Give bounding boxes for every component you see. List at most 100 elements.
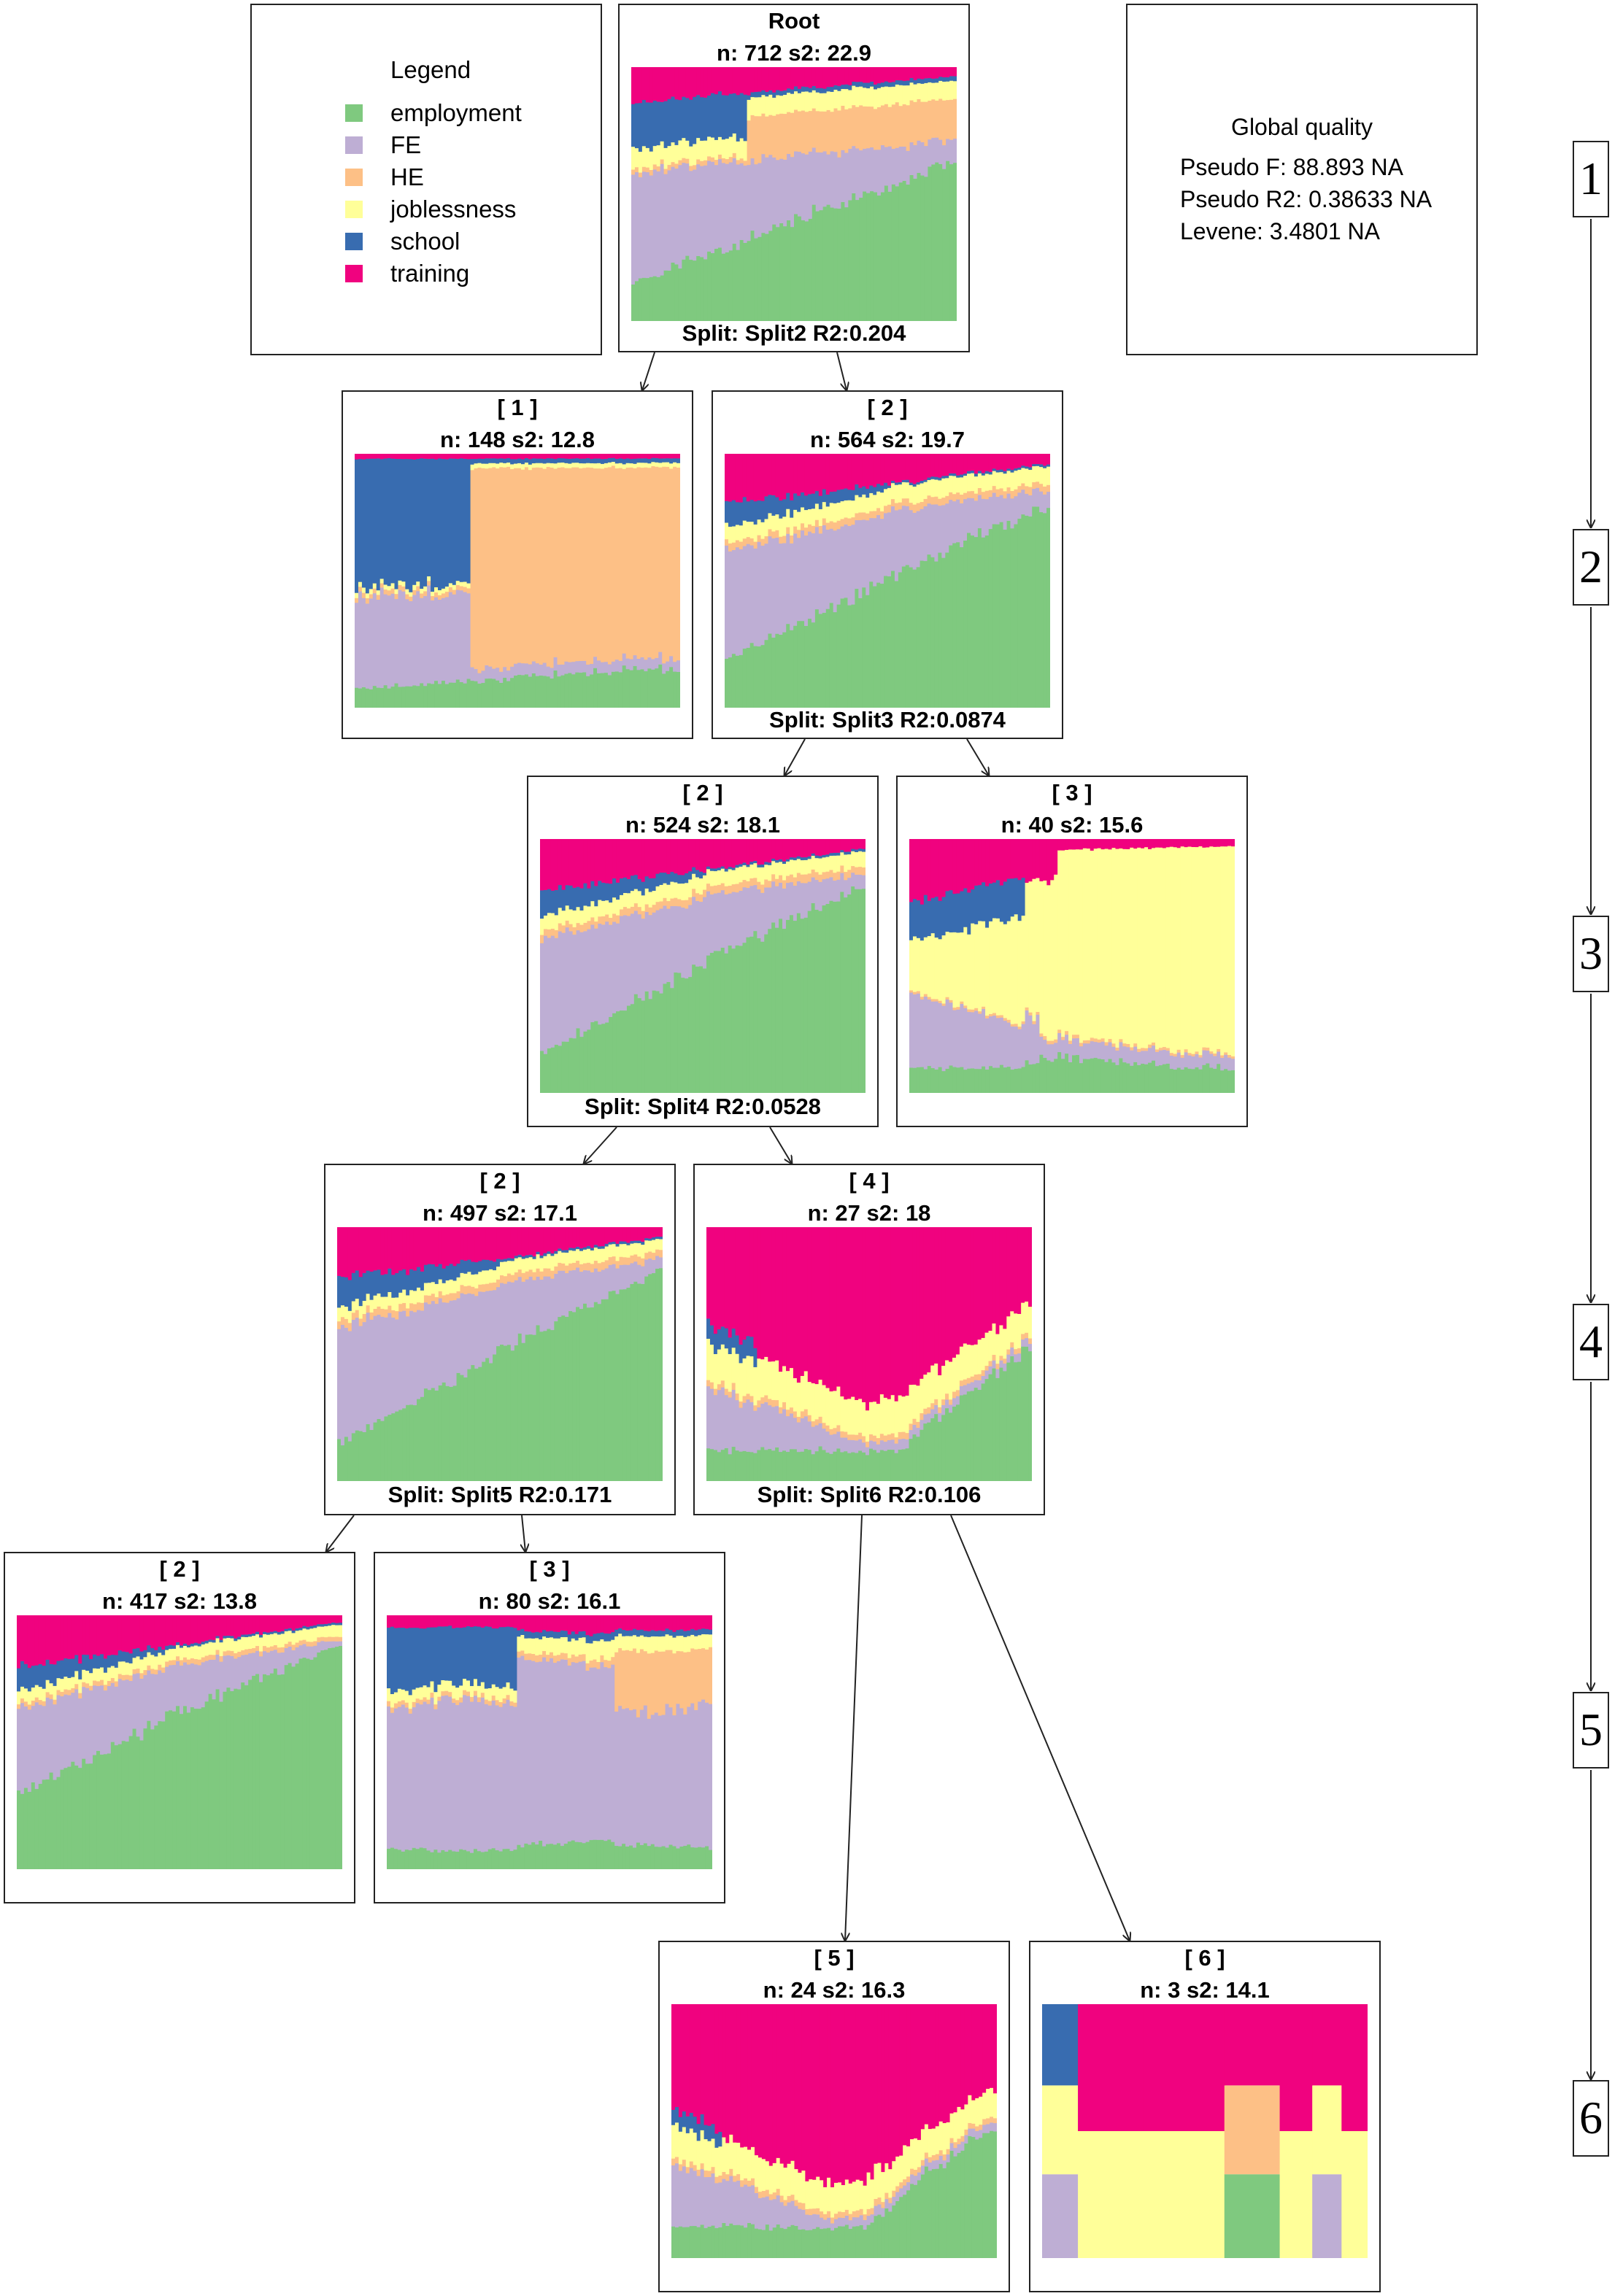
plot-segment-joblessness <box>814 857 820 873</box>
plot-segment-FE <box>801 530 805 622</box>
plot-segment-joblessness <box>128 1663 134 1676</box>
plot-segment-employment <box>789 1449 794 1481</box>
plot-segment-FE <box>502 1703 507 1849</box>
plot-segment-HE <box>590 1264 595 1272</box>
plot-segment-school <box>663 101 668 148</box>
plot-segment-training <box>866 1227 870 1411</box>
plot-segment-FE <box>552 1662 558 1845</box>
plot-segment-FE <box>38 1704 43 1785</box>
plot-segment-HE <box>930 1402 935 1410</box>
plot-segment-training <box>502 1615 507 1628</box>
plot-segment-joblessness <box>890 1394 895 1434</box>
plot-segment-school <box>525 1255 530 1259</box>
plot-segment-school <box>67 1658 72 1678</box>
plot-segment-FE <box>711 2173 716 2226</box>
plot-segment-training <box>760 1227 765 1360</box>
plot-segment-employment <box>273 1668 278 1869</box>
plot-segment-school <box>639 1629 644 1636</box>
plot-segment-FE <box>669 656 674 668</box>
plot-segment-training <box>601 1227 606 1247</box>
plot-segment-school <box>408 1627 413 1696</box>
plot-segment-employment <box>409 1404 414 1481</box>
plot-segment-employment <box>147 1720 151 1869</box>
plot-segment-FE <box>1220 1057 1225 1071</box>
plot-segment-school <box>678 2117 683 2132</box>
plot-segment-joblessness <box>912 936 917 992</box>
tree-node-4[interactable]: [ 4 ] n: 27 s2: 18 Split: Split6 R2:0.10… <box>693 1164 1045 1515</box>
plot-segment-training <box>572 839 577 888</box>
plot-segment-training <box>335 1615 339 1623</box>
plot-segment-school <box>269 1631 274 1634</box>
plot-segment-FE <box>590 663 594 675</box>
plot-segment-school <box>615 1243 620 1247</box>
plot-segment-FE <box>661 1715 666 1847</box>
plot-segment-training <box>398 1227 403 1271</box>
plot-segment-school <box>320 1623 325 1627</box>
plot-segment-FE <box>901 1438 906 1450</box>
plot-segment-HE <box>1068 1040 1073 1044</box>
plot-segment-FE <box>826 154 831 205</box>
plot-segment-HE <box>600 1655 604 1663</box>
plot-segment-FE <box>481 670 485 684</box>
plot-segment-training <box>212 1615 217 1640</box>
plot-segment-training <box>721 67 726 96</box>
plot-segment-employment <box>1014 1068 1019 1093</box>
plot-segment-joblessness <box>437 590 442 595</box>
plot-segment-HE <box>672 1653 677 1716</box>
plot-segment-FE <box>1169 1055 1174 1069</box>
plot-segment-employment <box>898 1449 903 1481</box>
plot-segment-joblessness <box>785 861 790 876</box>
tree-node-2-level4[interactable]: [ 2 ] n: 497 s2: 17.1 Split: Split5 R2:0… <box>324 1164 676 1515</box>
plot-segment-joblessness <box>355 592 359 598</box>
plot-segment-joblessness <box>953 81 957 99</box>
plot-segment-employment <box>703 259 708 321</box>
plot-segment-HE <box>618 468 623 661</box>
plot-segment-training <box>717 839 722 868</box>
plot-segment-FE <box>517 1276 523 1334</box>
plot-segment-training <box>560 454 566 459</box>
tree-node-3-level5[interactable]: [ 3 ] n: 80 s2: 16.1 <box>374 1552 725 1903</box>
plot-segment-joblessness <box>575 462 579 468</box>
plot-segment-employment <box>266 1674 271 1869</box>
tree-node-2-level5[interactable]: [ 2 ] n: 417 s2: 13.8 <box>4 1552 355 1903</box>
plot-segment-joblessness <box>339 1625 342 1637</box>
plot-segment-training <box>804 67 809 88</box>
plot-segment-employment <box>800 918 805 1093</box>
plot-segment-training <box>775 454 779 498</box>
plot-segment-FE <box>995 496 1001 525</box>
plot-segment-employment <box>1039 1054 1044 1093</box>
tree-node-root[interactable]: Root n: 712 s2: 22.9 Split: Split2 R2:0.… <box>618 4 970 352</box>
tree-node-5[interactable]: [ 5 ] n: 24 s2: 16.3 <box>658 1941 1010 2292</box>
plot-segment-HE <box>1014 1023 1019 1027</box>
tree-node-2-level3[interactable]: [ 2 ] n: 524 s2: 18.1 Split: Split4 R2:0… <box>527 776 879 1127</box>
plot-segment-training <box>434 1227 439 1267</box>
tree-node-2[interactable]: [ 2 ] n: 564 s2: 19.7 Split: Split3 R2:0… <box>712 390 1063 739</box>
plot-segment-FE <box>703 2176 709 2228</box>
plot-segment-school <box>547 889 552 913</box>
tree-node-3[interactable]: [ 3 ] n: 40 s2: 15.6 <box>896 776 1248 1127</box>
plot-segment-joblessness <box>1017 469 1022 487</box>
plot-segment-training <box>567 1615 572 1635</box>
plot-segment-FE <box>622 1264 628 1290</box>
plot-segment-joblessness <box>630 1243 634 1256</box>
plot-segment-school <box>728 501 733 527</box>
plot-segment-school <box>1003 471 1008 474</box>
plot-segment-joblessness <box>811 855 816 870</box>
plot-segment-employment <box>909 567 914 708</box>
tree-node-1[interactable]: [ 1 ] n: 148 s2: 12.8 <box>342 390 693 739</box>
plot-segment-employment <box>685 978 689 1093</box>
plot-segment-HE <box>582 468 587 661</box>
plot-segment-employment <box>554 1044 559 1093</box>
plot-segment-employment <box>638 278 643 321</box>
plot-segment-joblessness <box>736 2142 741 2174</box>
plot-segment-HE <box>317 1637 321 1643</box>
plot-segment-training <box>692 839 696 867</box>
plot-segment-training <box>768 839 772 863</box>
plot-segment-joblessness <box>866 88 871 107</box>
plot-segment-FE <box>783 159 787 227</box>
plot-segment-joblessness <box>1003 924 1008 1018</box>
plot-segment-training <box>452 1615 456 1628</box>
plot-segment-HE <box>753 541 758 549</box>
plot-segment-employment <box>556 1843 561 1869</box>
plot-segment-school <box>728 866 733 870</box>
